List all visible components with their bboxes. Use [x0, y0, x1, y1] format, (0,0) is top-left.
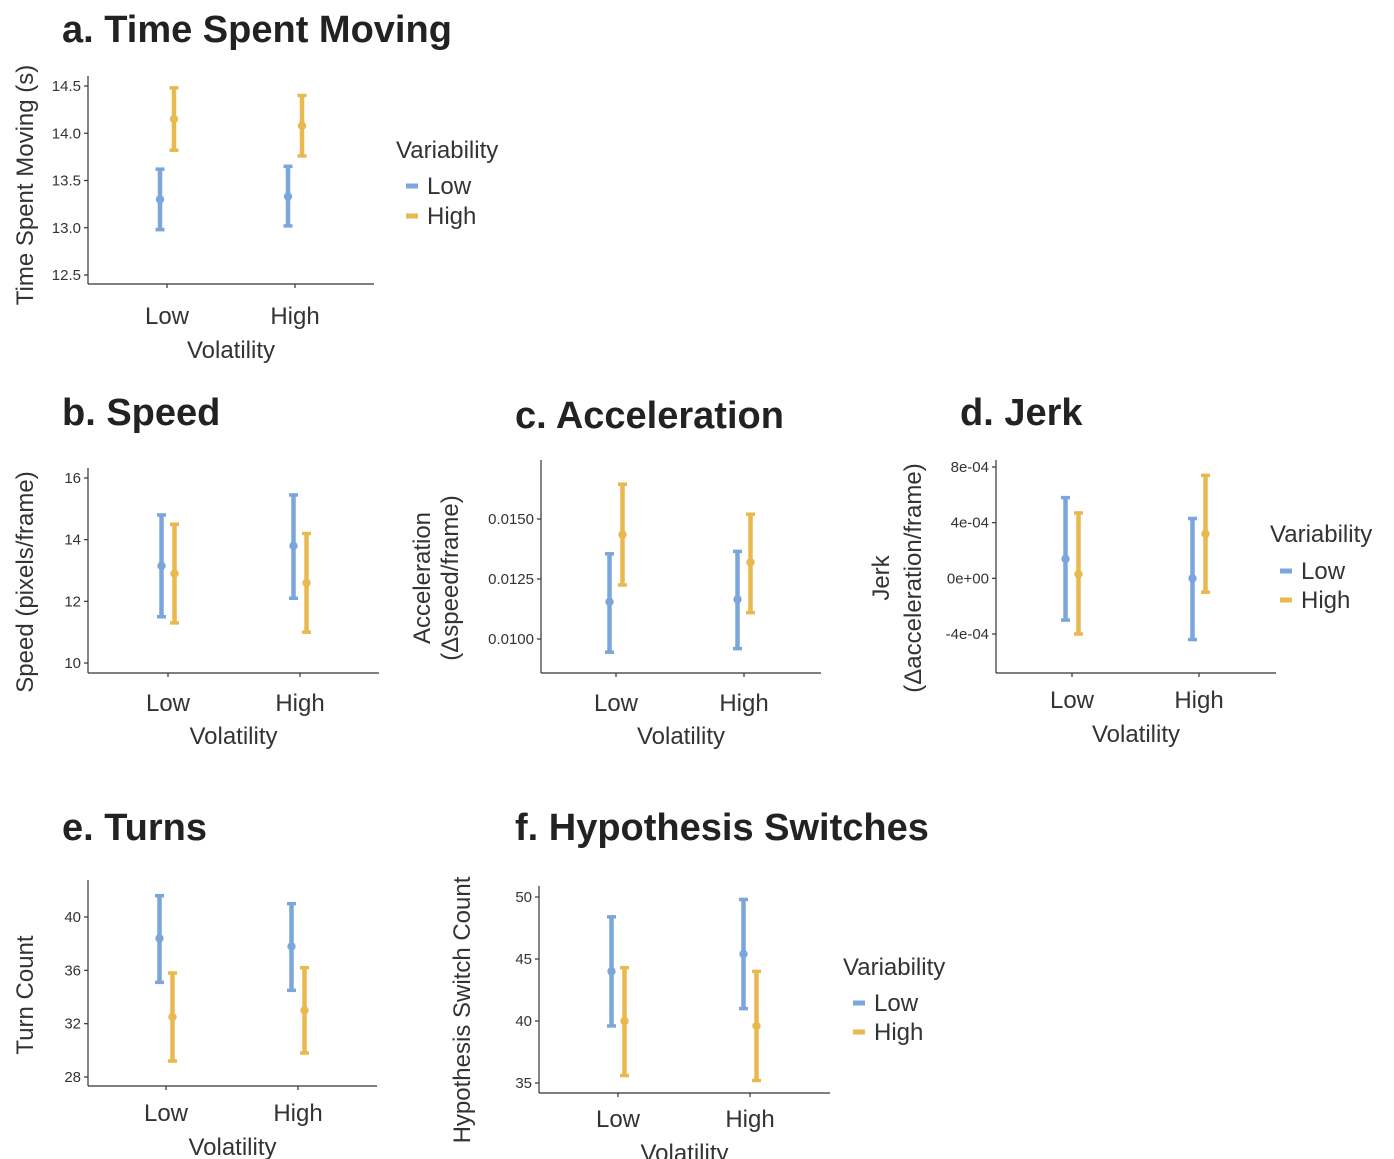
panel-e: e. Turns 28 32 36 40 Low High Volatility Turn Co… [12, 807, 377, 1159]
x-tick-label: High [270, 303, 319, 330]
y-tick-label: 50 [515, 889, 532, 906]
mean-point-low [289, 541, 298, 551]
legend-label: Low [427, 173, 472, 200]
y-tick-label: 0.0150 [488, 511, 534, 528]
mean-point-high [300, 1006, 309, 1015]
x-tick-label: High [275, 690, 324, 717]
x-tick-label: High [1174, 687, 1223, 714]
y-tick-label: 8e-04 [951, 459, 989, 476]
y-tick-label: 28 [64, 1069, 81, 1086]
mean-point-low [155, 195, 165, 204]
mean-point-low [739, 949, 748, 959]
mean-point-high [620, 1016, 629, 1026]
x-axis-label: Volatility [188, 1134, 276, 1159]
x-tick-label: Low [596, 1106, 641, 1133]
x-tick-label: High [725, 1106, 774, 1133]
mean-point-high [168, 1012, 177, 1022]
mean-point-low [733, 595, 742, 604]
x-tick-label: Low [594, 690, 639, 717]
mean-point-low [157, 561, 166, 571]
y-tick-label: 40 [64, 909, 81, 926]
y-tick-label: 35 [515, 1075, 532, 1092]
mean-point-high [1201, 529, 1210, 538]
y-tick-label: 40 [515, 1013, 532, 1030]
y-axis-label: Jerk [868, 554, 895, 600]
y-tick-label: 14.5 [52, 78, 81, 95]
legend-label: High [427, 203, 476, 230]
y-tick-label: 4e-04 [951, 515, 989, 532]
mean-point-high [1074, 569, 1083, 579]
y-tick-label: 32 [64, 1016, 81, 1033]
x-tick-label: High [273, 1100, 322, 1127]
y-axis-label: (Δacceleration/frame) [900, 463, 927, 692]
legend-label: High [1301, 587, 1350, 614]
y-axis-label: Turn Count [12, 935, 39, 1055]
x-axis-label: Volatility [640, 1140, 728, 1159]
panel-title: d. Jerk [960, 392, 1083, 434]
legend-title: Variability [1270, 521, 1372, 548]
y-tick-label: -4e-04 [946, 626, 989, 643]
y-axis-label: Acceleration [409, 512, 436, 644]
x-tick-label: High [719, 690, 768, 717]
y-tick-label: 0.0125 [488, 571, 534, 588]
y-tick-label: 36 [64, 962, 81, 979]
y-tick-label: 13.5 [52, 173, 81, 190]
y-tick-label: 10 [64, 655, 81, 672]
y-tick-label: 14.0 [52, 125, 81, 142]
panel-a: a. Time Spent Moving 12.5 13.0 13.5 14.0 14.5… [12, 9, 498, 364]
mean-point-low [287, 942, 296, 951]
mean-point-low [1188, 574, 1197, 583]
panel-title: c. Acceleration [515, 395, 784, 437]
x-axis-label: Volatility [637, 723, 725, 750]
x-tick-label: Low [145, 303, 190, 330]
legend-label: Low [874, 990, 919, 1017]
x-axis-label: Volatility [187, 337, 275, 364]
x-tick-label: Low [146, 690, 191, 717]
mean-point-high [752, 1021, 761, 1031]
mean-point-low [1061, 554, 1070, 564]
y-axis-label: Hypothesis Switch Count [449, 876, 476, 1143]
panel-title: a. Time Spent Moving [62, 9, 452, 51]
y-tick-label: 16 [64, 470, 81, 487]
mean-point-high [170, 569, 179, 578]
panel-title: f. Hypothesis Switches [515, 807, 929, 849]
mean-point-high [746, 558, 755, 567]
x-axis-label: Volatility [189, 723, 277, 750]
mean-point-high [302, 578, 311, 588]
panel-b: b. Speed 10 12 14 16 Low High Volatility Speed (… [12, 392, 379, 750]
mean-point-low [283, 192, 293, 201]
legend-title: Variability [843, 954, 945, 981]
y-tick-label: 14 [64, 532, 81, 549]
y-tick-label: 45 [515, 951, 532, 968]
panel-title: b. Speed [62, 392, 220, 434]
x-tick-label: Low [1050, 687, 1095, 714]
y-tick-label: 12.5 [52, 267, 81, 284]
panel-c: c. Acceleration 0.0100 0.0125 0.0150 Low High… [409, 395, 821, 750]
y-tick-label: 0e+00 [947, 570, 989, 587]
y-axis-label: Time Spent Moving (s) [12, 65, 39, 306]
legend-label: Low [1301, 558, 1346, 585]
legend-label: High [874, 1019, 923, 1046]
mean-point-high [169, 114, 179, 124]
y-axis-label: (Δspeed/frame) [437, 495, 464, 660]
y-tick-label: 0.0100 [488, 631, 534, 648]
panel-title: e. Turns [62, 807, 207, 849]
x-tick-label: Low [144, 1100, 189, 1127]
y-tick-label: 12 [64, 593, 81, 610]
y-tick-label: 13.0 [52, 220, 81, 237]
mean-point-high [297, 121, 307, 130]
x-axis-label: Volatility [1092, 721, 1180, 748]
mean-point-low [155, 934, 164, 943]
y-axis-label: Speed (pixels/frame) [12, 471, 39, 692]
legend-title: Variability [396, 137, 498, 164]
mean-point-low [607, 967, 616, 976]
mean-point-low [605, 597, 614, 606]
mean-point-high [618, 530, 627, 539]
legend: Variability Low High [396, 137, 498, 230]
